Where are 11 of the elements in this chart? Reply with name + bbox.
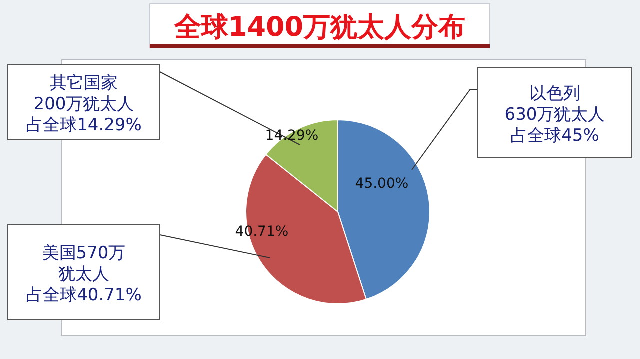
text: 美国570万 xyxy=(42,244,126,264)
text: 犹太人 xyxy=(58,264,110,284)
data-label: 45.00% xyxy=(355,176,409,192)
text: 630万犹太人 xyxy=(504,105,606,125)
text: 200万犹太人 xyxy=(34,94,134,114)
text: 占全球40.71% xyxy=(26,286,142,306)
text: 以色列 xyxy=(530,84,580,104)
text: 占全球45% xyxy=(510,126,600,146)
text: 其它国家 xyxy=(50,74,118,94)
chart-title: 全球1400万犹太人分布 xyxy=(173,12,466,43)
text: 占全球14.29% xyxy=(26,116,142,136)
